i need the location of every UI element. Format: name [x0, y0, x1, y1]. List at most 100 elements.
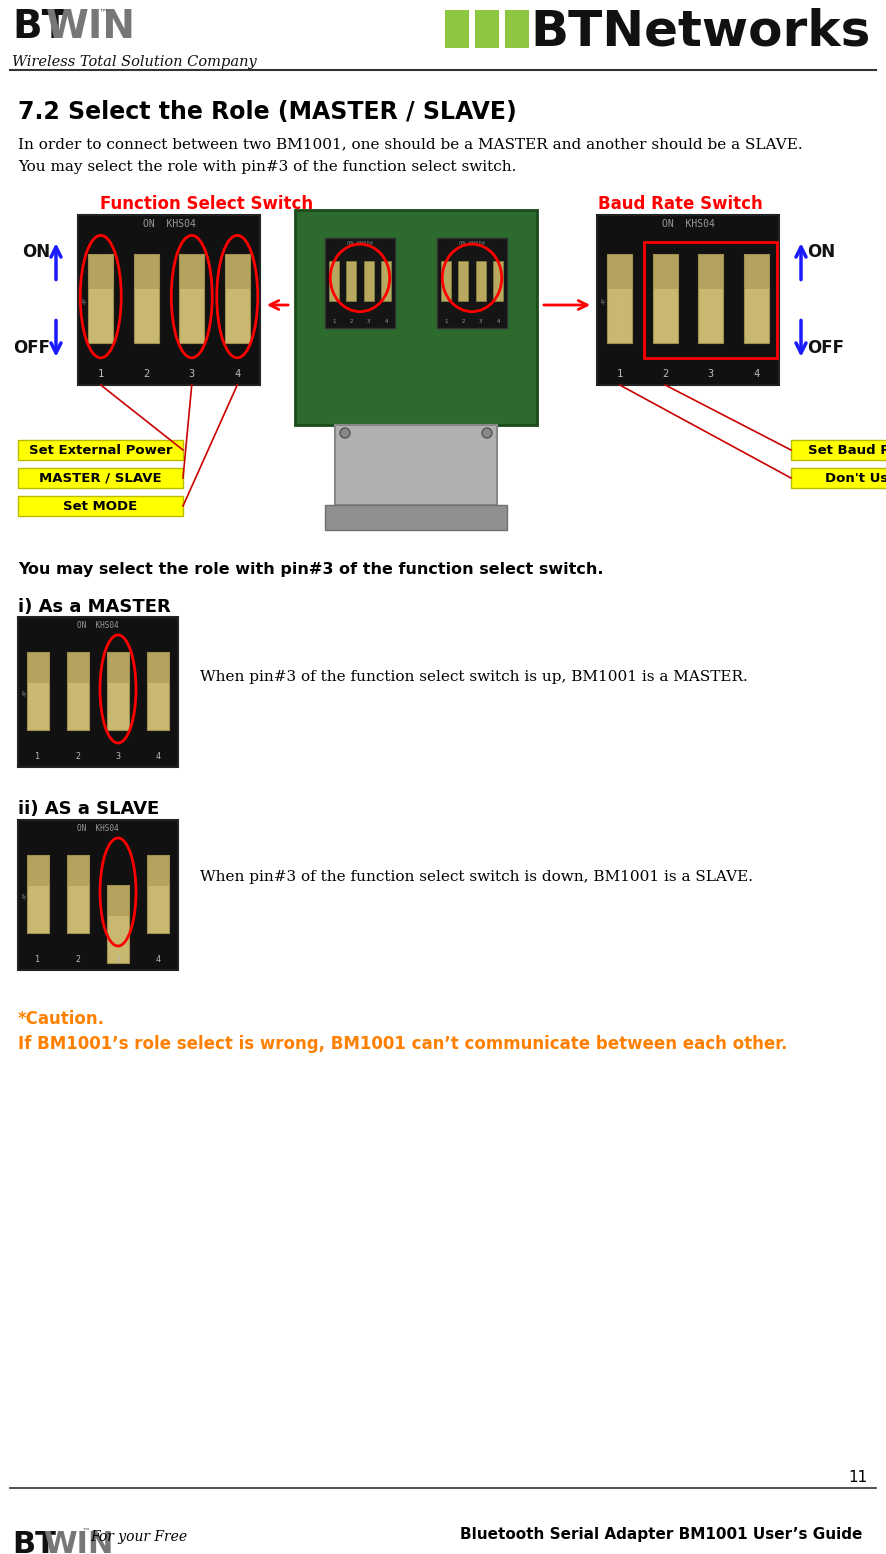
- Bar: [743, 255, 769, 342]
- Text: ON: ON: [807, 244, 835, 261]
- Bar: [698, 255, 723, 289]
- Bar: [346, 261, 356, 301]
- Text: Set Baud Rate: Set Baud Rate: [808, 443, 886, 457]
- Text: ™: ™: [99, 8, 109, 17]
- Text: 1: 1: [444, 319, 447, 325]
- Text: You may select the role with pin#3 of the function select switch.: You may select the role with pin#3 of th…: [18, 160, 517, 174]
- Bar: [607, 255, 633, 342]
- Text: 1: 1: [35, 752, 41, 761]
- Text: 1: 1: [35, 956, 41, 963]
- Bar: [225, 255, 250, 289]
- Circle shape: [340, 427, 350, 438]
- Bar: [147, 855, 169, 932]
- Text: MASTER / SLAVE: MASTER / SLAVE: [39, 471, 162, 485]
- Bar: [134, 255, 159, 289]
- Bar: [364, 261, 374, 301]
- Text: ii) AS a SLAVE: ii) AS a SLAVE: [18, 800, 159, 817]
- Bar: [476, 261, 486, 301]
- Text: 3: 3: [479, 319, 483, 325]
- Text: BT: BT: [12, 8, 68, 47]
- Text: 4: 4: [385, 319, 388, 325]
- FancyBboxPatch shape: [18, 440, 183, 460]
- Text: For your Free: For your Free: [90, 1531, 187, 1545]
- Bar: [67, 651, 89, 729]
- Text: You may select the role with pin#3 of the function select switch.: You may select the role with pin#3 of th…: [18, 563, 603, 577]
- Text: ON: ON: [22, 244, 50, 261]
- Bar: [505, 9, 529, 48]
- Bar: [597, 214, 779, 385]
- Text: ™: ™: [82, 1528, 90, 1535]
- Text: 3: 3: [367, 319, 370, 325]
- Bar: [179, 255, 205, 289]
- Text: OFF: OFF: [807, 339, 844, 356]
- Bar: [475, 9, 499, 48]
- Text: ON  KHS04: ON KHS04: [662, 219, 714, 228]
- Bar: [27, 651, 49, 729]
- Bar: [147, 651, 169, 682]
- Text: WIN: WIN: [46, 8, 136, 47]
- Text: 2: 2: [144, 368, 150, 379]
- Bar: [295, 210, 537, 424]
- Bar: [18, 617, 178, 768]
- Bar: [27, 855, 49, 932]
- Text: 4F: 4F: [23, 890, 28, 898]
- Bar: [27, 855, 49, 886]
- Bar: [653, 255, 678, 342]
- Text: 2: 2: [75, 752, 81, 761]
- Text: BTNetworks: BTNetworks: [530, 8, 870, 56]
- Text: 2: 2: [349, 319, 353, 325]
- Text: If BM1001’s role select is wrong, BM1001 can’t communicate between each other.: If BM1001’s role select is wrong, BM1001…: [18, 1035, 788, 1054]
- Text: ON  KHS04: ON KHS04: [77, 824, 119, 833]
- Text: BT: BT: [12, 1531, 56, 1554]
- Text: 3: 3: [115, 956, 120, 963]
- Bar: [179, 255, 205, 342]
- Bar: [107, 651, 129, 729]
- FancyBboxPatch shape: [791, 440, 886, 460]
- Bar: [147, 651, 169, 729]
- Bar: [225, 255, 250, 342]
- Text: i) As a MASTER: i) As a MASTER: [18, 598, 171, 615]
- Text: 3: 3: [115, 752, 120, 761]
- Text: 1: 1: [332, 319, 336, 325]
- Text: OFF: OFF: [13, 339, 50, 356]
- Text: ON  KHS04: ON KHS04: [143, 219, 196, 228]
- Bar: [147, 855, 169, 886]
- Text: 11: 11: [849, 1470, 868, 1486]
- Bar: [653, 255, 678, 289]
- FancyBboxPatch shape: [791, 468, 886, 488]
- Text: 4: 4: [496, 319, 500, 325]
- Text: 2: 2: [462, 319, 465, 325]
- Text: ON KHS04: ON KHS04: [347, 241, 373, 246]
- Text: 3: 3: [708, 368, 714, 379]
- Text: 1: 1: [97, 368, 104, 379]
- FancyBboxPatch shape: [18, 468, 183, 488]
- Bar: [67, 855, 89, 886]
- Bar: [458, 261, 468, 301]
- Bar: [67, 855, 89, 932]
- Text: 7.2 Select the Role (MASTER / SLAVE): 7.2 Select the Role (MASTER / SLAVE): [18, 99, 517, 124]
- Bar: [698, 255, 723, 342]
- Bar: [107, 651, 129, 682]
- Bar: [27, 651, 49, 682]
- Text: ON KHS04: ON KHS04: [459, 241, 485, 246]
- Bar: [329, 261, 338, 301]
- Text: 4F: 4F: [23, 688, 28, 696]
- Text: In order to connect between two BM1001, one should be a MASTER and another shoul: In order to connect between two BM1001, …: [18, 137, 803, 151]
- Text: 4: 4: [753, 368, 759, 379]
- Bar: [445, 9, 469, 48]
- Text: ON  KHS04: ON KHS04: [77, 622, 119, 629]
- Bar: [494, 261, 503, 301]
- Bar: [743, 255, 769, 289]
- Bar: [107, 884, 129, 915]
- Text: Wireless Total Solution Company: Wireless Total Solution Company: [12, 54, 257, 68]
- Text: 4: 4: [234, 368, 240, 379]
- Bar: [382, 261, 391, 301]
- Text: Don't Use: Don't Use: [825, 471, 886, 485]
- Text: *Caution.: *Caution.: [18, 1010, 105, 1029]
- Bar: [134, 255, 159, 342]
- Text: When pin#3 of the function select switch is up, BM1001 is a MASTER.: When pin#3 of the function select switch…: [200, 670, 748, 684]
- Bar: [89, 255, 113, 289]
- Bar: [107, 884, 129, 962]
- Bar: [67, 651, 89, 682]
- Bar: [441, 261, 451, 301]
